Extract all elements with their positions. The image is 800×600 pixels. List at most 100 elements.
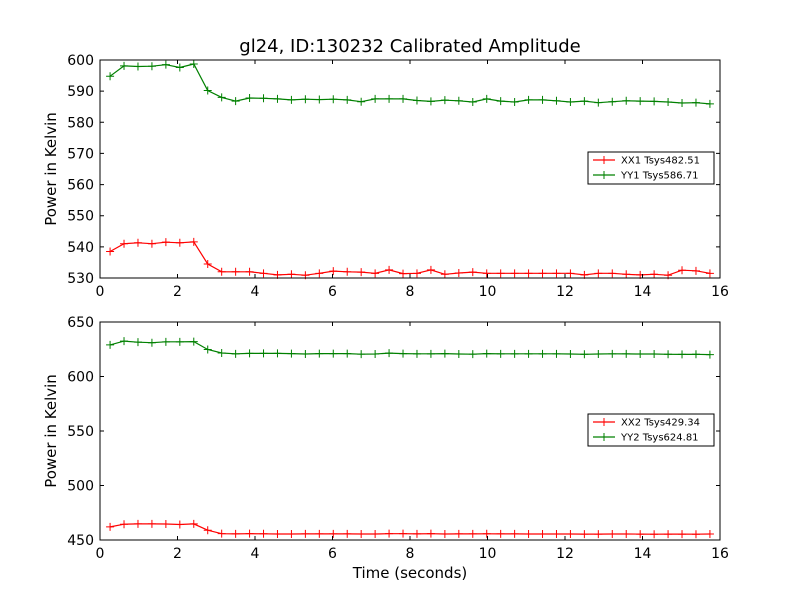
data-point <box>217 267 226 276</box>
data-point <box>203 345 212 354</box>
data-point <box>622 530 631 539</box>
data-point <box>287 270 296 279</box>
data-point <box>636 530 645 539</box>
data-point <box>329 349 338 358</box>
data-point <box>705 350 714 359</box>
data-point <box>245 93 254 102</box>
data-point <box>245 267 254 276</box>
y-tick-label: 540 <box>67 240 94 256</box>
data-point <box>678 530 687 539</box>
data-point <box>678 350 687 359</box>
data-point <box>650 97 659 106</box>
data-point <box>133 519 142 528</box>
data-point <box>259 529 268 538</box>
data-point <box>454 350 463 359</box>
data-point <box>231 349 240 358</box>
data-point <box>426 349 435 358</box>
data-point <box>440 349 449 358</box>
data-point <box>566 530 575 539</box>
data-point <box>510 349 519 358</box>
data-point <box>705 99 714 108</box>
y-tick-label: 550 <box>67 424 94 440</box>
y-tick-label: 650 <box>67 315 94 331</box>
data-point <box>203 526 212 535</box>
data-point <box>231 529 240 538</box>
data-point <box>357 97 366 106</box>
data-point <box>566 98 575 107</box>
data-point <box>650 530 659 539</box>
data-point <box>552 269 561 278</box>
data-point <box>468 98 477 107</box>
data-point <box>161 337 170 346</box>
data-point <box>566 269 575 278</box>
data-point <box>566 350 575 359</box>
data-point <box>510 98 519 107</box>
data-point <box>608 97 617 106</box>
series-line-0-0 <box>109 241 711 276</box>
data-point <box>203 259 212 268</box>
legend-marker <box>600 156 608 164</box>
data-point <box>622 96 631 105</box>
data-point <box>524 95 533 104</box>
data-point <box>106 340 115 349</box>
data-point <box>161 60 170 69</box>
legend-marker <box>600 418 608 426</box>
data-point <box>120 520 129 529</box>
data-point <box>412 349 421 358</box>
data-point <box>217 529 226 538</box>
top-plot: gl24, ID:130232 Calibrated Amplitude Pow… <box>42 36 729 300</box>
data-point <box>399 349 408 358</box>
legend-label: XX1 Tsys482.51 <box>621 156 700 167</box>
data-point <box>287 530 296 539</box>
data-point <box>329 267 338 276</box>
y-tick-label: 500 <box>67 479 94 495</box>
data-point <box>273 94 282 103</box>
y-axis-label-top: Power in Kelvin <box>42 112 60 226</box>
legend-label: YY2 Tsys624.81 <box>620 433 699 444</box>
data-point <box>594 98 603 107</box>
data-point <box>482 269 491 278</box>
y-tick-label: 600 <box>67 53 94 69</box>
x-axis-label-bottom: Time (seconds) <box>352 564 468 582</box>
data-point <box>552 96 561 105</box>
legend-box <box>587 413 715 447</box>
data-point <box>496 349 505 358</box>
data-point <box>399 529 408 538</box>
data-point <box>608 269 617 278</box>
data-point <box>454 529 463 538</box>
data-point <box>175 238 184 247</box>
data-point <box>399 269 408 278</box>
data-point <box>371 530 380 539</box>
data-point <box>315 349 324 358</box>
data-point <box>175 337 184 346</box>
x-tick-label: 6 <box>328 284 337 300</box>
x-tick-label: 8 <box>406 546 415 562</box>
data-point <box>175 520 184 529</box>
data-point <box>608 349 617 358</box>
data-point <box>385 265 394 274</box>
data-point <box>357 530 366 539</box>
data-point <box>385 529 394 538</box>
data-point <box>580 350 589 359</box>
data-point <box>636 350 645 359</box>
data-point <box>217 93 226 102</box>
data-point <box>315 95 324 104</box>
data-point <box>691 98 700 107</box>
data-point <box>161 238 170 247</box>
data-point <box>580 97 589 106</box>
data-point <box>412 96 421 105</box>
data-point <box>538 95 547 104</box>
data-point <box>440 96 449 105</box>
data-point <box>538 530 547 539</box>
data-point <box>496 269 505 278</box>
data-point <box>287 95 296 104</box>
y-axis-label-bottom: Power in Kelvin <box>42 374 60 488</box>
x-tick-label: 10 <box>479 284 497 300</box>
y-tick-label: 550 <box>67 209 94 225</box>
data-point <box>538 269 547 278</box>
data-point <box>133 238 142 247</box>
data-point <box>189 337 198 346</box>
data-point <box>175 63 184 72</box>
data-point <box>217 348 226 357</box>
